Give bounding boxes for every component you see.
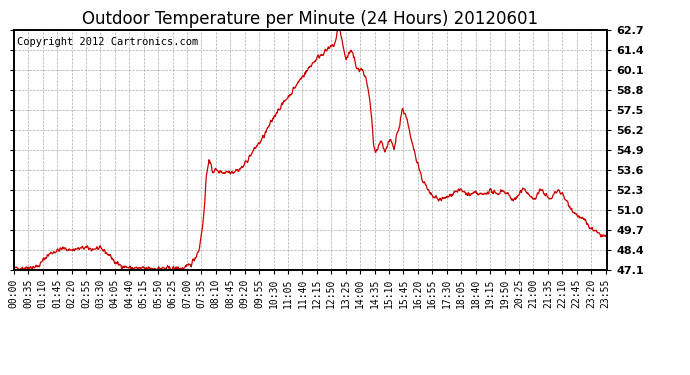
Text: Copyright 2012 Cartronics.com: Copyright 2012 Cartronics.com — [17, 37, 198, 47]
Title: Outdoor Temperature per Minute (24 Hours) 20120601: Outdoor Temperature per Minute (24 Hours… — [82, 10, 539, 28]
